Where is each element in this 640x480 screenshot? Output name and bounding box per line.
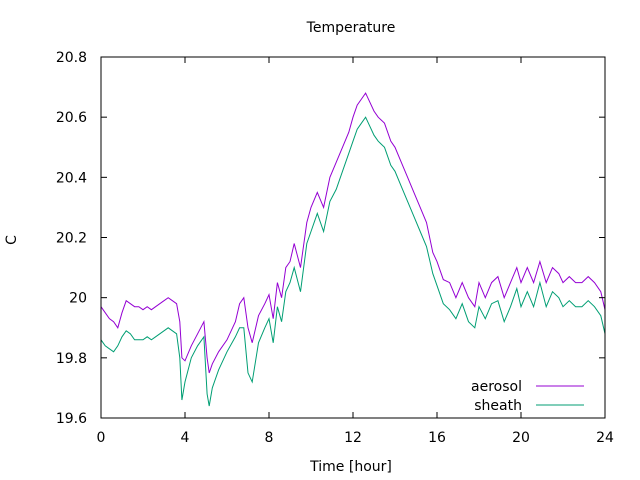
y-tick-label: 19.8 [56, 351, 87, 367]
legend-label-aerosol: aerosol [471, 379, 522, 395]
x-axis-label: Time [hour] [309, 459, 392, 475]
x-tick-label: 8 [265, 430, 274, 446]
plot-frame [100, 56, 606, 419]
x-tick-label: 20 [512, 430, 530, 446]
legend-label-sheath: sheath [474, 398, 522, 414]
x-tick-label: 0 [97, 430, 106, 446]
y-tick-label: 20.4 [56, 170, 87, 186]
y-tick-label: 19.6 [56, 411, 87, 427]
y-tick-label: 20.8 [56, 50, 87, 66]
series-line-sheath [100, 116, 606, 407]
y-tick-label: 20.2 [56, 231, 87, 247]
series-layer [100, 92, 606, 407]
x-tick-label: 12 [344, 430, 362, 446]
x-tick-label: 16 [428, 430, 446, 446]
series-line-aerosol [100, 92, 606, 374]
chart-title: Temperature [306, 20, 396, 36]
ticks-layer: 0 4 8 12 16 20 24 19.6 19.8 20 20.2 20.4 20.6 20.8 [56, 50, 614, 446]
y-axis-label: C [4, 235, 20, 245]
y-tick-label: 20 [69, 291, 87, 307]
y-tick-label: 20.6 [56, 110, 87, 126]
x-tick-label: 24 [596, 430, 614, 446]
x-tick-label: 4 [181, 430, 190, 446]
legend: aerosol sheath [471, 379, 584, 414]
